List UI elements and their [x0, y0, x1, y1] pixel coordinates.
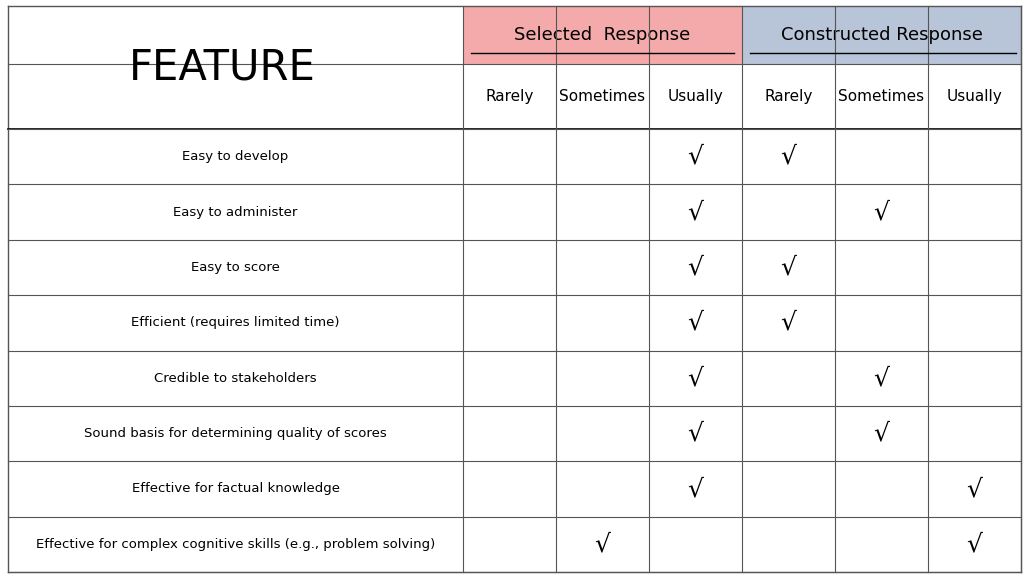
Text: √: √ — [687, 145, 703, 169]
Text: Easy to develop: Easy to develop — [182, 150, 289, 163]
Text: Selected  Response: Selected Response — [514, 26, 690, 44]
Text: √: √ — [873, 421, 890, 445]
Text: √: √ — [780, 255, 797, 280]
Text: Sound basis for determining quality of scores: Sound basis for determining quality of s… — [84, 427, 387, 440]
Text: √: √ — [595, 532, 610, 556]
Text: Constructed Response: Constructed Response — [780, 26, 982, 44]
Text: Effective for factual knowledge: Effective for factual knowledge — [131, 482, 340, 495]
Text: √: √ — [687, 477, 703, 501]
Text: Efficient (requires limited time): Efficient (requires limited time) — [131, 316, 340, 329]
Text: Rarely: Rarely — [485, 88, 534, 103]
Text: Easy to score: Easy to score — [191, 261, 280, 274]
Bar — [742, 6, 1021, 64]
Text: √: √ — [967, 532, 982, 556]
Text: Easy to administer: Easy to administer — [173, 205, 298, 219]
Text: Sometimes: Sometimes — [839, 88, 925, 103]
Text: √: √ — [687, 311, 703, 335]
Text: √: √ — [687, 255, 703, 280]
Text: √: √ — [873, 366, 890, 390]
Text: √: √ — [873, 200, 890, 224]
Text: Usually: Usually — [668, 88, 723, 103]
Text: √: √ — [780, 145, 797, 169]
Text: √: √ — [687, 421, 703, 445]
Text: Rarely: Rarely — [764, 88, 813, 103]
Text: √: √ — [967, 477, 982, 501]
Bar — [463, 6, 742, 64]
Text: Usually: Usually — [946, 88, 1002, 103]
Text: FEATURE: FEATURE — [128, 46, 315, 88]
Text: √: √ — [687, 366, 703, 390]
Text: Effective for complex cognitive skills (e.g., problem solving): Effective for complex cognitive skills (… — [36, 538, 435, 551]
Text: √: √ — [780, 311, 797, 335]
Text: Sometimes: Sometimes — [559, 88, 645, 103]
Text: Credible to stakeholders: Credible to stakeholders — [155, 372, 316, 385]
Text: √: √ — [687, 200, 703, 224]
